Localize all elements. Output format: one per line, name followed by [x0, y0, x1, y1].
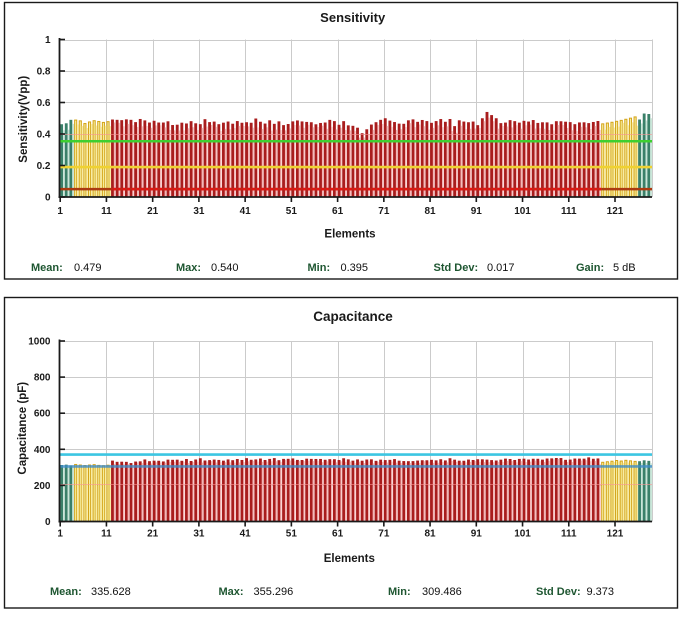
svg-text:Sensitivity: Sensitivity [320, 10, 386, 25]
svg-text:0.4: 0.4 [37, 130, 51, 141]
svg-text:0.017: 0.017 [487, 262, 515, 274]
svg-text:61: 61 [332, 206, 344, 217]
svg-text:335.628: 335.628 [91, 586, 131, 598]
svg-text:800: 800 [34, 373, 51, 384]
svg-text:81: 81 [425, 206, 437, 217]
svg-text:Capacitance: Capacitance [313, 309, 393, 324]
svg-text:0.540: 0.540 [211, 262, 239, 274]
svg-text:Mean:: Mean: [50, 586, 82, 598]
svg-text:1: 1 [57, 206, 63, 217]
svg-text:9.373: 9.373 [587, 586, 615, 598]
svg-text:41: 41 [240, 529, 252, 540]
svg-text:Min:: Min: [388, 586, 411, 598]
svg-text:111: 111 [561, 529, 577, 540]
svg-text:41: 41 [240, 206, 252, 217]
svg-text:Max:: Max: [219, 586, 244, 598]
svg-text:11: 11 [101, 529, 112, 540]
svg-text:1: 1 [45, 35, 51, 46]
svg-text:600: 600 [34, 409, 51, 420]
svg-text:71: 71 [378, 529, 390, 540]
svg-text:51: 51 [286, 206, 298, 217]
svg-text:0.2: 0.2 [37, 161, 51, 172]
svg-text:101: 101 [514, 529, 531, 540]
svg-text:309.486: 309.486 [422, 586, 462, 598]
svg-text:Capacitance (pF): Capacitance (pF) [17, 382, 29, 475]
svg-text:91: 91 [471, 206, 483, 217]
svg-text:200: 200 [34, 481, 51, 492]
svg-text:1: 1 [57, 529, 63, 540]
svg-text:0: 0 [45, 517, 51, 528]
svg-text:121: 121 [607, 206, 624, 217]
svg-text:Max:: Max: [176, 262, 201, 274]
svg-text:21: 21 [147, 206, 159, 217]
svg-text:61: 61 [332, 529, 344, 540]
svg-text:0.6: 0.6 [37, 98, 51, 109]
svg-text:0.479: 0.479 [74, 262, 102, 274]
svg-text:0.8: 0.8 [37, 67, 51, 78]
svg-text:Gain:: Gain: [576, 262, 604, 274]
svg-text:Sensitivity(Vpp): Sensitivity(Vpp) [18, 76, 30, 163]
svg-text:Std Dev:: Std Dev: [536, 586, 581, 598]
svg-text:Min:: Min: [308, 262, 331, 274]
svg-text:Elements: Elements [324, 229, 375, 241]
svg-text:Mean:: Mean: [31, 262, 63, 274]
svg-text:1000: 1000 [28, 337, 51, 348]
svg-text:0.395: 0.395 [341, 262, 369, 274]
svg-text:11: 11 [101, 206, 112, 217]
svg-text:91: 91 [471, 529, 483, 540]
svg-text:0: 0 [45, 193, 51, 204]
svg-text:31: 31 [193, 206, 205, 217]
svg-text:Std Dev:: Std Dev: [434, 262, 479, 274]
svg-text:Elements: Elements [324, 553, 375, 565]
svg-text:5 dB: 5 dB [613, 262, 636, 274]
svg-text:31: 31 [193, 529, 205, 540]
svg-text:400: 400 [34, 445, 51, 456]
svg-text:81: 81 [425, 529, 437, 540]
svg-text:101: 101 [514, 206, 531, 217]
svg-text:51: 51 [286, 529, 298, 540]
svg-text:111: 111 [561, 206, 577, 217]
svg-text:21: 21 [147, 529, 159, 540]
svg-text:71: 71 [378, 206, 390, 217]
svg-text:121: 121 [607, 529, 624, 540]
svg-text:355.296: 355.296 [254, 586, 294, 598]
